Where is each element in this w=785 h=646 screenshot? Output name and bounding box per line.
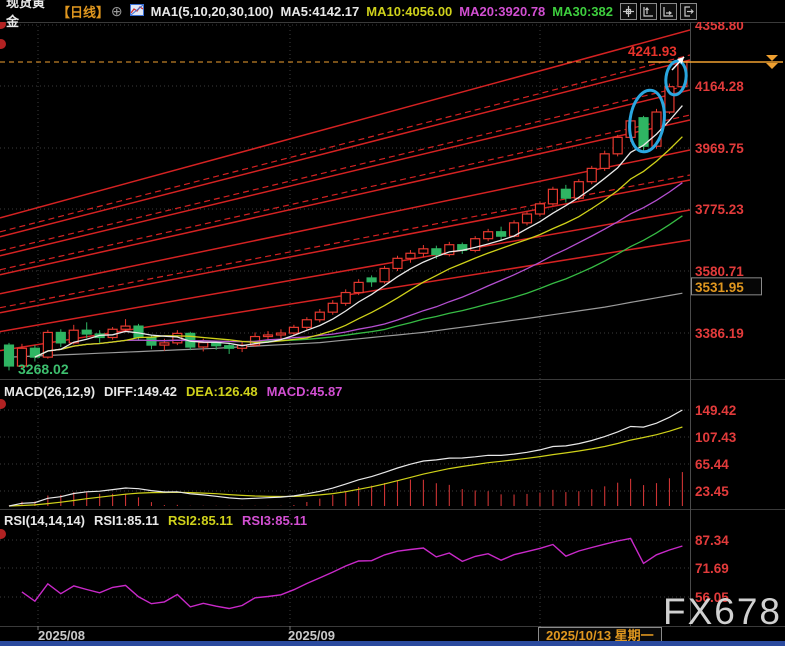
chart-toolbar — [620, 2, 697, 20]
ma5-line — [34, 105, 683, 358]
svg-text:3775.23: 3775.23 — [695, 202, 744, 217]
svg-text:23.45: 23.45 — [695, 484, 729, 499]
ma100-line — [8, 292, 683, 358]
period-label[interactable]: 【日线】 — [56, 4, 109, 20]
rsi-title[interactable]: RSI(14,14,14) — [4, 513, 85, 528]
macd-diff-value: DIFF:149.42 — [104, 384, 178, 399]
macd-label-row: MACD(26,12,9) DIFF:149.42 DEA:126.48 MAC… — [4, 384, 342, 399]
trend-channel-lines — [0, 29, 690, 352]
macd-diff-line — [8, 409, 683, 507]
ma10-value: MA10:4056.00 — [366, 3, 453, 19]
rsi2-value: RSI2:85.11 — [167, 513, 234, 528]
pane-collapse-handle[interactable] — [0, 529, 6, 539]
ma30-value: MA30:382 — [552, 3, 613, 19]
svg-text:3531.95: 3531.95 — [695, 280, 744, 295]
add-indicator-icon[interactable]: ⊕ — [110, 2, 123, 19]
annotation-ellipse — [628, 88, 666, 154]
rsi-line — [21, 537, 683, 610]
svg-text:87.34: 87.34 — [695, 533, 729, 548]
svg-text:71.69: 71.69 — [695, 561, 729, 576]
rsi1-value: RSI1:85.11 — [93, 513, 159, 528]
svg-text:149.42: 149.42 — [695, 403, 736, 418]
main-price-pane — [0, 24, 690, 371]
svg-text:65.44: 65.44 — [695, 457, 729, 472]
rsi-label-row: RSI(14,14,14) RSI1:85.11 RSI2:85.11 RSI3… — [4, 513, 307, 528]
ma5-value: MA5:4142.17 — [280, 3, 360, 19]
time-axis-label-sep: 2025/09 — [288, 628, 335, 643]
crosshair-icon[interactable] — [620, 2, 637, 20]
symbol-name[interactable]: 现货黄金 — [6, 0, 46, 29]
chart-type-icon[interactable] — [129, 3, 144, 19]
svg-text:3268.02: 3268.02 — [18, 361, 69, 377]
macd-title[interactable]: MACD(26,12,9) — [4, 384, 96, 399]
price-marker-icon — [766, 55, 778, 62]
candlestick-series — [3, 59, 688, 371]
pane-export-icon[interactable] — [680, 2, 697, 20]
macd-pane — [8, 409, 683, 507]
svg-text:56.05: 56.05 — [695, 590, 729, 605]
time-axis-label-aug: 2025/08 — [38, 628, 85, 643]
svg-text:4164.28: 4164.28 — [695, 79, 744, 94]
svg-text:3969.75: 3969.75 — [695, 141, 744, 156]
axis-scale-right-icon[interactable] — [660, 2, 677, 20]
bottom-edge-strip — [0, 641, 785, 646]
rsi-pane — [21, 537, 683, 610]
macd-macd-value: MACD:45.87 — [266, 384, 343, 399]
svg-text:3386.19: 3386.19 — [695, 326, 744, 341]
svg-text:4241.93: 4241.93 — [628, 44, 677, 59]
annotation-ellipse — [664, 59, 688, 97]
rsi3-value: RSI3:85.11 — [242, 513, 308, 528]
macd-dea-line — [8, 426, 683, 507]
ma10-line — [34, 136, 683, 358]
ma20-value: MA20:3920.78 — [459, 3, 546, 19]
svg-text:107.43: 107.43 — [695, 430, 737, 445]
svg-text:3580.71: 3580.71 — [695, 264, 744, 279]
axis-scale-left-icon[interactable] — [640, 2, 657, 20]
macd-dea-value: DEA:126.48 — [186, 384, 258, 399]
pane-collapse-handle[interactable] — [0, 399, 6, 409]
pane-collapse-handle[interactable] — [0, 39, 6, 49]
ma20-line — [34, 182, 683, 358]
watermark: FX678 — [662, 591, 782, 632]
header-bar: 现货黄金 【日线】 ⊕ MA1(5,10,20,30,100) MA5:4142… — [0, 0, 785, 29]
ma-overlay-label: MA1(5,10,20,30,100) — [150, 3, 274, 19]
